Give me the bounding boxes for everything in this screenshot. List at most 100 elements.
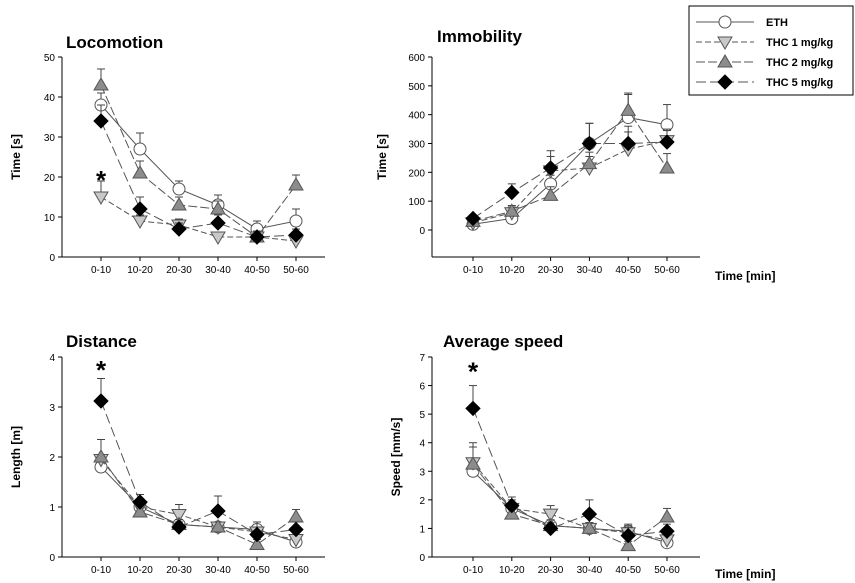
x-tick-label: 30-40 (205, 565, 231, 576)
legend-label: THC 1 mg/kg (766, 37, 833, 49)
legend-marker (717, 74, 733, 90)
series-line (472, 117, 668, 225)
data-point (210, 201, 226, 215)
data-point (288, 227, 304, 243)
data-point (93, 449, 109, 463)
data-point (249, 229, 265, 245)
y-tick-label: 40 (44, 93, 56, 104)
x-tick-label: 0-10 (91, 565, 111, 576)
legend-entry: ETH (696, 15, 788, 29)
data-point (503, 203, 520, 217)
x-tick-label: 20-30 (166, 265, 192, 276)
y-tick-label: 400 (408, 111, 425, 122)
x-tick-label: 0-10 (463, 265, 483, 276)
x-tick-label: 10-20 (499, 565, 525, 576)
data-point (581, 155, 598, 170)
legend-entry: THC 5 mg/kg (696, 74, 833, 90)
series-line (472, 408, 668, 537)
legend-label: ETH (766, 17, 788, 29)
data-point (132, 494, 148, 510)
y-tick-label: 0 (419, 226, 425, 237)
y-tick-label: 1 (419, 524, 425, 535)
data-point (132, 165, 148, 179)
y-tick-label: 50 (44, 53, 56, 64)
y-tick-label: 5 (419, 410, 425, 421)
series-3 (465, 92, 675, 227)
y-tick-label: 2 (49, 453, 55, 464)
data-point (133, 142, 147, 156)
chart-title: Average speed (443, 332, 563, 351)
data-point (581, 506, 598, 522)
series-2 (93, 180, 304, 249)
series-4 (93, 378, 304, 543)
x-tick-label: 30-40 (205, 265, 231, 276)
x-tick-label: 0-10 (463, 565, 483, 576)
y-tick-label: 100 (408, 197, 425, 208)
y-tick-label: 300 (408, 140, 425, 151)
data-point (210, 231, 226, 245)
data-point (93, 191, 109, 205)
y-tick-label: 2 (419, 496, 425, 507)
y-tick-label: 600 (408, 53, 425, 64)
data-point (132, 504, 148, 518)
data-point (504, 497, 520, 514)
data-point (288, 521, 304, 538)
data-point (659, 523, 675, 539)
chart-title: Distance (66, 332, 137, 351)
panel-distance: Distance Length [m] 0 1 2 3 4 0-10 10-20 20-30 30-… (9, 332, 325, 576)
data-point (132, 201, 148, 217)
y-tick-label: 200 (408, 168, 425, 179)
series-line (472, 141, 668, 219)
data-point (542, 187, 559, 201)
series-4 (465, 385, 675, 544)
x-tick-label: 20-30 (538, 565, 564, 576)
panel-average-speed: Average speed Speed [mm/s] Time [min] 0 1 2 3 4… (389, 332, 775, 581)
x-tick-label: 20-30 (538, 265, 564, 276)
data-point (93, 393, 109, 409)
y-tick-label: 6 (419, 382, 425, 393)
data-point (171, 221, 187, 237)
y-tick-label: 500 (408, 82, 425, 93)
legend-marker (718, 15, 732, 29)
y-tick-label: 3 (419, 467, 425, 478)
data-point (581, 520, 598, 534)
series-line (100, 400, 297, 536)
legend-label: THC 2 mg/kg (766, 57, 833, 69)
y-tick-label: 0 (49, 553, 55, 564)
x-axis-label: Time [min] (715, 269, 775, 283)
data-point (93, 77, 109, 91)
x-tick-label: 40-50 (615, 265, 641, 276)
x-tick-label: 40-50 (244, 265, 270, 276)
legend-entry: THC 2 mg/kg (696, 54, 833, 69)
series-1 (94, 92, 303, 236)
data-point (620, 537, 637, 552)
panel-immobility: Immobility Time [s] Time [min] 0 100 200 300 40… (375, 27, 775, 283)
legend-marker (717, 36, 733, 50)
y-axis-label: Length [m] (9, 426, 23, 488)
data-point (659, 160, 675, 174)
data-point (288, 177, 304, 191)
series-4 (93, 104, 304, 245)
legend: ETH THC 1 mg/kg THC 2 mg/kg THC 5 mg/kg (688, 5, 854, 96)
y-tick-label: 0 (49, 253, 55, 264)
significance-star: * (96, 165, 107, 195)
data-point (288, 509, 304, 523)
data-point (465, 400, 481, 417)
significance-star: * (468, 356, 479, 386)
data-point (249, 526, 265, 543)
series-1 (466, 462, 674, 550)
x-tick-label: 40-50 (615, 565, 641, 576)
y-axis-label: Speed [mm/s] (389, 418, 403, 497)
series-line (472, 462, 668, 541)
x-tick-label: 0-10 (91, 265, 111, 276)
y-tick-label: 0 (419, 553, 425, 564)
panel-locomotion: Locomotion Time [s] 0 10 20 30 40 50 0-10 10-20 20… (9, 33, 325, 276)
y-tick-label: 30 (44, 133, 56, 144)
series-line (100, 196, 297, 242)
series-line (472, 140, 668, 224)
data-point (210, 519, 226, 533)
x-tick-label: 10-20 (127, 565, 153, 576)
x-axis-label: Time [min] (715, 567, 775, 581)
x-tick-label: 50-60 (654, 265, 680, 276)
